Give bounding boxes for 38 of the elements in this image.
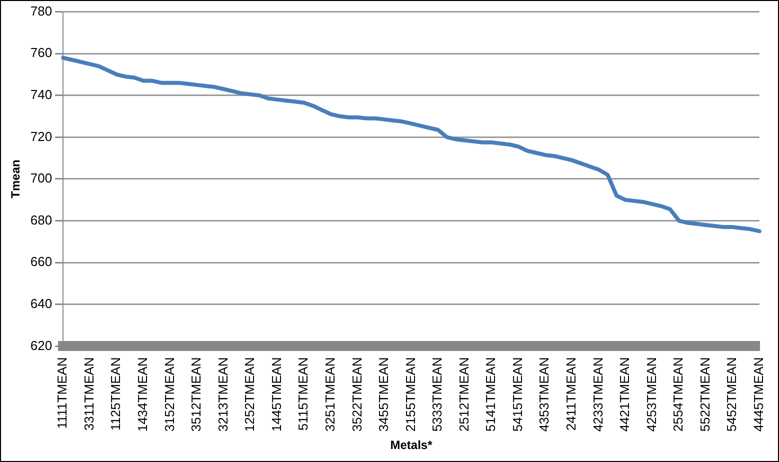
x-tick-label: 4421TMEAN (617, 357, 632, 432)
y-tick-label: 760 (30, 45, 52, 60)
x-tick-label: 4233TMEAN (590, 357, 606, 432)
x-tick-label: 5522TMEAN (697, 357, 712, 432)
x-tick-label: 3512TMEAN (188, 357, 204, 432)
y-tick-label: 740 (30, 86, 52, 102)
x-tick-label: 5333TMEAN (430, 357, 445, 432)
y-axis-title: Tmean (8, 160, 23, 198)
x-tick-label: 1445TMEAN (268, 357, 284, 432)
x-tick-label: 4353TMEAN (536, 357, 552, 432)
x-tick-label: 3251TMEAN (322, 357, 338, 432)
y-tick-label: 660 (30, 254, 52, 270)
x-tick-label: 2155TMEAN (402, 357, 418, 432)
x-tick-label: 2411TMEAN (564, 357, 579, 431)
x-tick-label: 5415TMEAN (510, 357, 525, 432)
x-tick-label: 3311TMEAN (81, 357, 96, 431)
x-tick-label: 1252TMEAN (242, 357, 258, 432)
x-tick-label: 5452TMEAN (724, 357, 740, 432)
y-tick-label: 680 (30, 212, 52, 228)
y-tick-label: 620 (30, 338, 52, 353)
x-tick-label: 1111TMEAN (54, 357, 70, 429)
x-tick-label: 4445TMEAN (750, 357, 766, 432)
x-tick-label: 3522TMEAN (349, 357, 364, 432)
y-tick-label: 780 (30, 3, 52, 18)
x-tick-label: 3213TMEAN (215, 357, 230, 432)
x-tick-label: 3455TMEAN (376, 357, 392, 432)
y-tick-label: 700 (30, 170, 52, 186)
x-tick-label: 2554TMEAN (670, 357, 686, 432)
x-tick-label: 5115TMEAN (296, 357, 311, 431)
y-tick-label: 640 (30, 296, 52, 311)
x-tick-label: 1434TMEAN (135, 357, 150, 432)
x-tick-label: 2512TMEAN (456, 357, 472, 432)
x-tick-label: 1125TMEAN (108, 357, 124, 431)
x-tick-label: 5141TMEAN (483, 357, 498, 432)
x-tick-label: 3152TMEAN (162, 357, 177, 432)
x-tick-label: 4253TMEAN (644, 357, 659, 432)
y-tick-label: 720 (30, 128, 52, 144)
x-axis-title: Metals* (390, 438, 433, 452)
